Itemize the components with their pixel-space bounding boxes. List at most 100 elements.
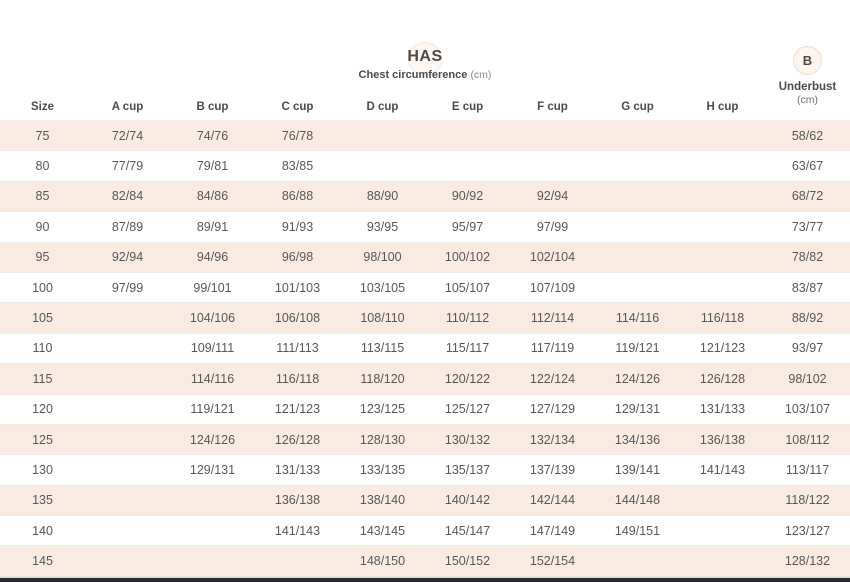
measurement-cell: 139/141 — [595, 454, 680, 486]
measurement-cell: 122/124 — [510, 363, 595, 395]
underbust-cell: 128/132 — [765, 545, 850, 577]
underbust-cell: 73/77 — [765, 211, 850, 243]
measurement-cell: 101/103 — [255, 272, 340, 304]
measurement-cell: 74/76 — [170, 119, 255, 152]
measurement-cell: 128/130 — [340, 424, 425, 456]
measurement-cell: 118/120 — [340, 363, 425, 395]
measurement-cell: 123/125 — [340, 394, 425, 425]
size-cell: 85 — [0, 181, 85, 213]
underbust-cell: 78/82 — [765, 242, 850, 273]
table-row: 135 136/138 138/140 140/142 142/144 144/148 11… — [0, 485, 850, 517]
measurement-cell: 77/79 — [85, 150, 170, 182]
measurement-cell — [680, 119, 765, 152]
measurement-cell: 104/106 — [170, 302, 255, 334]
measurement-cell: 121/123 — [255, 394, 340, 425]
measurement-cell — [425, 119, 510, 152]
underbust-cell: 83/87 — [765, 272, 850, 304]
column-header-e-cup: E cup — [451, 101, 484, 113]
measurement-cell: 114/116 — [170, 363, 255, 395]
measurement-cell — [510, 119, 595, 152]
measurement-cell: 147/149 — [510, 515, 595, 547]
measurement-cell — [340, 150, 425, 182]
table-row: 85 82/84 84/86 86/88 88/90 90/92 92/94 68/72 — [0, 181, 850, 213]
underbust-unit-label: (cm) — [797, 94, 818, 106]
measurement-cell — [85, 394, 170, 425]
measurement-cell: 87/89 — [85, 211, 170, 243]
size-table: Size A cup B cup C cup D cup E cup F cup G cup H… — [0, 94, 850, 577]
measurement-cell: 116/118 — [255, 363, 340, 395]
measurement-cell — [170, 485, 255, 517]
measurement-cell: 138/140 — [340, 485, 425, 517]
measurement-cell: 143/145 — [340, 515, 425, 547]
measurement-cell: 92/94 — [510, 181, 595, 213]
measurement-cell: 109/111 — [170, 333, 255, 365]
measurement-cell: 137/139 — [510, 454, 595, 486]
measurement-cell: 100/102 — [425, 242, 510, 273]
measurement-cell — [595, 119, 680, 152]
measurement-cell — [680, 485, 765, 517]
measurement-cell: 135/137 — [425, 454, 510, 486]
underbust-label: Underbust — [778, 81, 837, 93]
measurement-cell: 126/128 — [680, 363, 765, 395]
measurement-cell: 98/100 — [340, 242, 425, 273]
measurement-cell: 97/99 — [510, 211, 595, 243]
measurement-cell: 134/136 — [595, 424, 680, 456]
column-header-underbust-spacer — [765, 94, 850, 121]
measurement-cell: 89/91 — [170, 211, 255, 243]
brand-circle-decoration — [408, 42, 442, 76]
measurement-cell: 148/150 — [340, 545, 425, 577]
measurement-cell — [255, 545, 340, 577]
table-row: 100 97/99 99/101 101/103 103/105 105/107 107/1… — [0, 272, 850, 304]
measurement-cell: 136/138 — [255, 485, 340, 517]
size-cell: 100 — [0, 272, 85, 304]
measurement-cell — [595, 545, 680, 577]
measurement-cell: 82/84 — [85, 181, 170, 213]
measurement-cell — [680, 211, 765, 243]
table-row: 110 109/111 111/113 113/115 115/117 117/119 11… — [0, 333, 850, 365]
measurement-cell — [85, 454, 170, 486]
measurement-cell — [85, 424, 170, 456]
underbust-cell: 108/112 — [765, 424, 850, 456]
measurement-cell: 142/144 — [510, 485, 595, 517]
chest-circumference-text: Chest circumference — [358, 69, 468, 81]
size-cell: 125 — [0, 424, 85, 456]
measurement-cell: 96/98 — [255, 242, 340, 273]
measurement-cell: 120/122 — [425, 363, 510, 395]
size-cell: 105 — [0, 302, 85, 334]
measurement-cell: 127/129 — [510, 394, 595, 425]
measurement-cell: 86/88 — [255, 181, 340, 213]
measurement-cell: 140/142 — [425, 485, 510, 517]
measurement-cell — [85, 333, 170, 365]
column-header-c-cup: C cup — [281, 101, 314, 113]
measurement-cell: 145/147 — [425, 515, 510, 547]
measurement-cell — [85, 515, 170, 547]
measurement-cell — [510, 150, 595, 182]
measurement-cell — [170, 545, 255, 577]
measurement-cell: 116/118 — [680, 302, 765, 334]
underbust-cell: 58/62 — [765, 119, 850, 152]
measurement-cell: 79/81 — [170, 150, 255, 182]
size-cell: 95 — [0, 242, 85, 273]
underbust-cell: 68/72 — [765, 181, 850, 213]
measurement-cell: 114/116 — [595, 302, 680, 334]
measurement-cell: 130/132 — [425, 424, 510, 456]
table-row: 105 104/106 106/108 108/110 110/112 112/114 11… — [0, 302, 850, 334]
measurement-cell: 72/74 — [85, 119, 170, 152]
measurement-cell: 149/151 — [595, 515, 680, 547]
measurement-cell: 83/85 — [255, 150, 340, 182]
measurement-cell: 115/117 — [425, 333, 510, 365]
measurement-cell: 112/114 — [510, 302, 595, 334]
measurement-cell: 110/112 — [425, 302, 510, 334]
table-row: 95 92/94 94/96 96/98 98/100 100/102 102/104 78/… — [0, 242, 850, 273]
measurement-cell: 99/101 — [170, 272, 255, 304]
underbust-badge-block: B Underbust (cm) — [765, 46, 850, 106]
measurement-cell: 129/131 — [595, 394, 680, 425]
measurement-cell: 103/105 — [340, 272, 425, 304]
measurement-cell: 93/95 — [340, 211, 425, 243]
table-row: 145 148/150 150/152 152/154 128/132 — [0, 545, 850, 577]
measurement-cell: 119/121 — [170, 394, 255, 425]
measurement-cell — [170, 515, 255, 547]
underbust-cell: 103/107 — [765, 394, 850, 425]
column-header-a-cup: A cup — [111, 101, 144, 113]
measurement-cell — [680, 181, 765, 213]
